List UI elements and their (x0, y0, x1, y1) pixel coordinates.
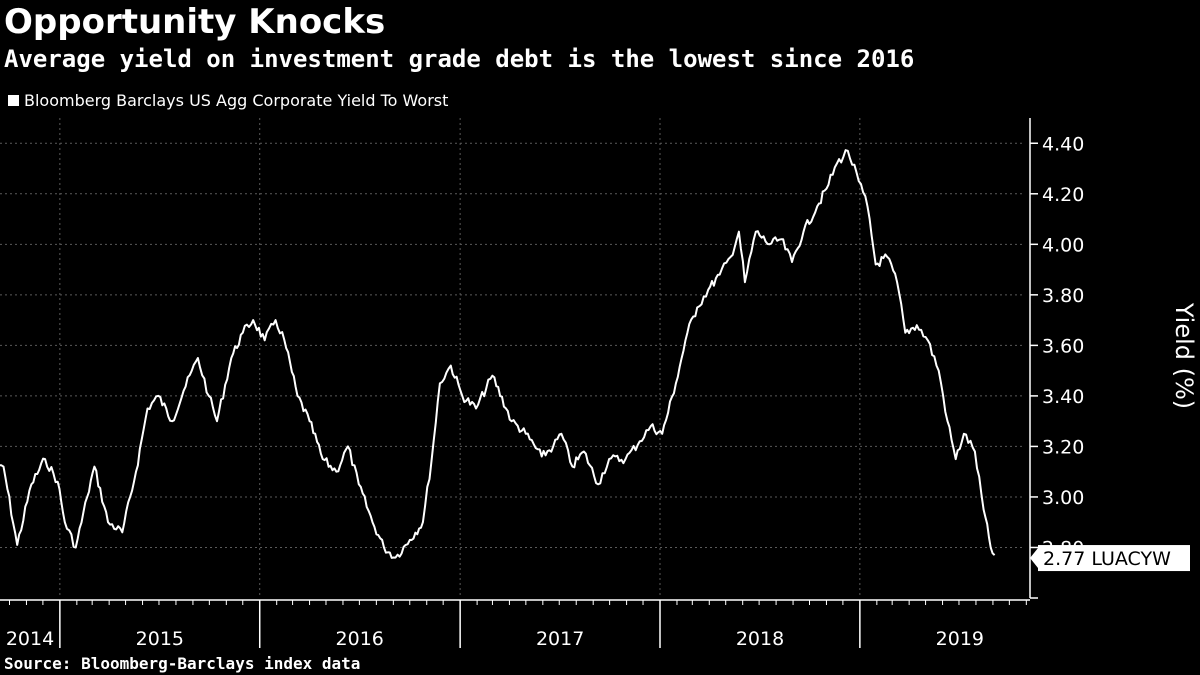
y-tick-label: 4.20 (1042, 184, 1084, 206)
chart-title: Opportunity Knocks (4, 2, 386, 42)
x-tick-label: 2016 (336, 628, 384, 650)
callout-box (1038, 545, 1190, 572)
y-tick-label: 4.00 (1042, 234, 1084, 256)
chart-labels: 4.404.204.003.803.603.403.203.002.802014… (6, 133, 1198, 650)
series-layer (0, 149, 996, 559)
y-tick-label: 3.60 (1042, 335, 1084, 357)
x-tick-label: 2018 (736, 628, 784, 650)
y-axis-title: Yield (%) (1170, 302, 1198, 409)
y-tick-label: 4.40 (1042, 133, 1084, 155)
chart-subtitle: Average yield on investment grade debt i… (4, 45, 915, 73)
series-line (0, 149, 996, 559)
x-tick-label: 2015 (136, 628, 184, 650)
x-tick-label: 2017 (536, 628, 584, 650)
last-value-label: 2.77 LUACYW (1043, 548, 1171, 570)
y-tick-label: 3.00 (1042, 487, 1084, 509)
legend-label: Bloomberg Barclays US Agg Corporate Yiel… (24, 91, 449, 110)
y-tick-label: 3.20 (1042, 436, 1084, 458)
legend-swatch (8, 95, 19, 106)
x-tick-label: 2014 (6, 628, 54, 650)
y-tick-label: 3.80 (1042, 285, 1084, 307)
y-tick-label: 3.40 (1042, 386, 1084, 408)
x-tick-label: 2019 (936, 628, 984, 650)
source-note: Source: Bloomberg-Barclays index data (4, 654, 361, 673)
callout-pointer (1030, 548, 1038, 569)
chart-legend: Bloomberg Barclays US Agg Corporate Yiel… (8, 91, 448, 110)
chart-grid (0, 118, 1022, 598)
chart-axes (0, 118, 1038, 648)
